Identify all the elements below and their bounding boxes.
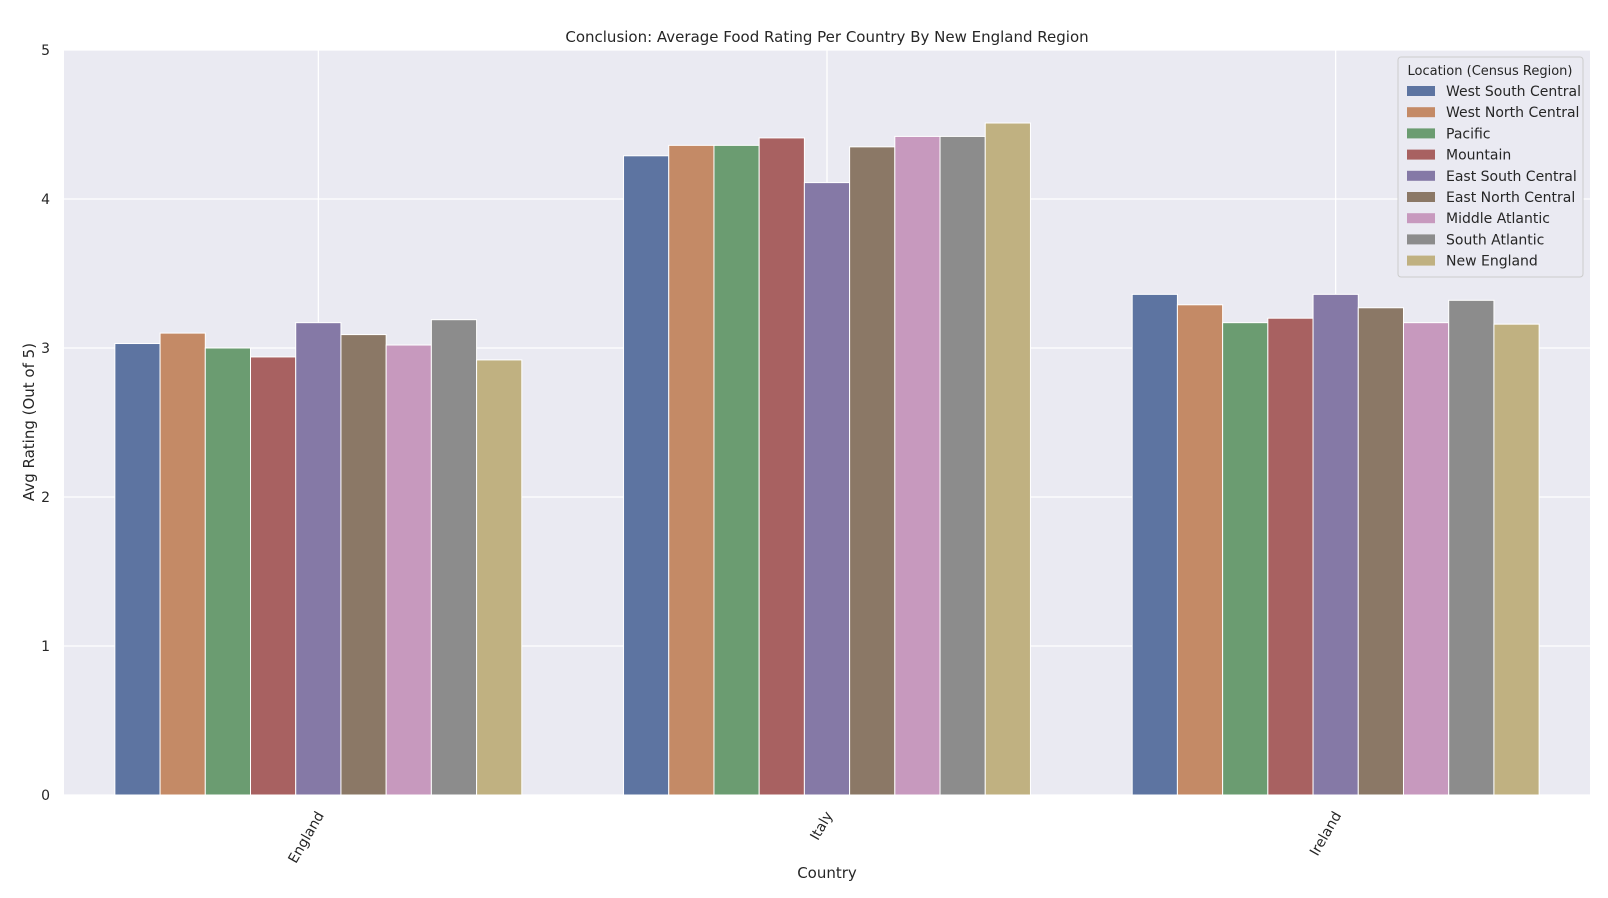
legend-swatch: [1407, 213, 1435, 224]
legend: Location (Census Region) West South Cent…: [1397, 56, 1584, 278]
bar: [1493, 323, 1540, 796]
x-axis-ticks: England Italy Ireland: [286, 809, 1346, 866]
legend-swatch: [1407, 149, 1435, 160]
bar: [668, 144, 715, 796]
legend-swatch: [1407, 192, 1435, 202]
x-tick-label: Italy: [807, 809, 836, 843]
bar: [849, 146, 896, 796]
bar: [159, 332, 206, 796]
y-tick-label: 1: [41, 639, 50, 655]
x-axis-label: Country: [797, 864, 857, 882]
y-tick-label: 4: [41, 192, 50, 208]
legend-entry: South Atlantic: [1446, 232, 1544, 248]
bar: [1131, 293, 1178, 796]
legend-swatch: [1407, 255, 1435, 266]
bar: [1312, 293, 1359, 796]
bar: [623, 155, 670, 796]
bar: [1267, 317, 1314, 796]
bar: [1176, 304, 1224, 796]
legend-entry: West North Central: [1446, 105, 1579, 121]
x-tick-label: England: [286, 809, 328, 866]
bar: [1222, 322, 1269, 796]
legend-swatch: [1407, 107, 1435, 118]
chart-title: Conclusion: Average Food Rating Per Coun…: [565, 28, 1088, 46]
bars: [114, 122, 1540, 796]
legend-entry: Pacific: [1446, 126, 1491, 142]
bar: [340, 334, 387, 796]
y-tick-label: 5: [41, 43, 50, 59]
bar: [713, 144, 760, 796]
y-axis-ticks: 0 1 2 3 4 5: [41, 43, 50, 804]
legend-entry: East North Central: [1446, 190, 1575, 206]
bar: [1402, 322, 1450, 796]
y-tick-label: 0: [41, 788, 50, 804]
legend-swatch: [1407, 234, 1435, 245]
bar: [894, 135, 941, 796]
bar: [476, 359, 523, 796]
bar: [758, 137, 805, 796]
legend-title: Location (Census Region): [1408, 64, 1573, 79]
bar: [250, 356, 297, 796]
legend-entry: West South Central: [1446, 84, 1581, 100]
legend-swatch: [1407, 170, 1435, 181]
legend-items: West South Central West North Central Paci…: [1407, 84, 1581, 270]
bar: [295, 322, 342, 796]
y-tick-label: 3: [41, 341, 50, 357]
bar: [114, 343, 161, 796]
bar: [1448, 299, 1495, 796]
bar: [939, 135, 986, 796]
legend-entry: Middle Atlantic: [1446, 211, 1550, 227]
y-axis-label: Avg Rating (Out of 5): [20, 343, 38, 501]
bar: [1357, 307, 1404, 796]
bar: [984, 122, 1031, 796]
legend-entry: East South Central: [1446, 169, 1577, 185]
bar: [803, 182, 851, 796]
legend-entry: Mountain: [1446, 148, 1511, 164]
y-tick-label: 2: [41, 490, 50, 506]
legend-box: [1397, 56, 1584, 278]
legend-swatch: [1407, 86, 1435, 96]
bar: [385, 344, 432, 796]
bar: [430, 319, 478, 796]
bar: [204, 347, 252, 796]
legend-swatch: [1407, 128, 1435, 139]
x-tick-label: Ireland: [1307, 809, 1345, 859]
legend-entry: New England: [1446, 254, 1538, 270]
